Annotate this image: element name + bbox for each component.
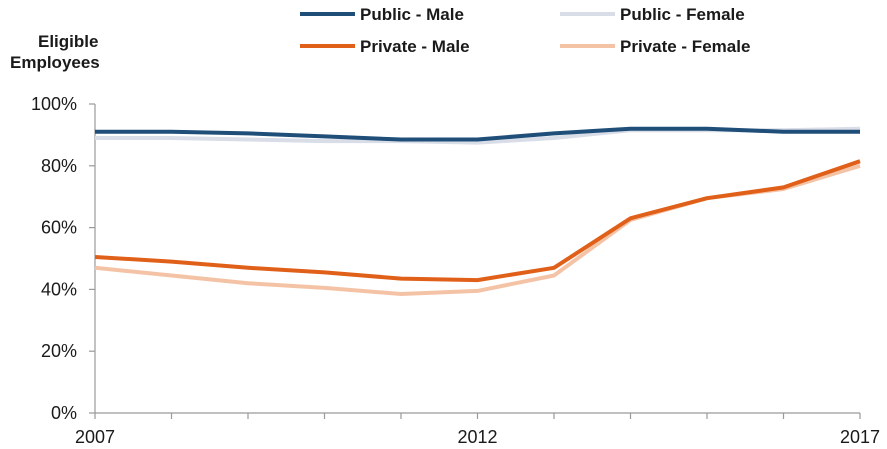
legend-item-public-male: Public - Male: [300, 5, 464, 24]
legend-label-private-female: Private - Female: [620, 37, 750, 56]
legend-label-public-male: Public - Male: [360, 5, 464, 24]
legend-item-private-male: Private - Male: [300, 37, 470, 56]
y-tick-label: 20%: [41, 341, 77, 361]
axes: 0% 20% 40% 60% 80% 100% 2007 2012 2017: [31, 94, 880, 447]
y-tick-label: 40%: [41, 279, 77, 299]
y-axis-title-line-1: Eligible: [38, 32, 98, 51]
legend-label-public-female: Public - Female: [620, 5, 745, 24]
series-line-public-male: [95, 126, 860, 142]
y-tick-label: 60%: [41, 218, 77, 238]
x-tick-label: 2012: [457, 427, 497, 447]
x-tick-label: 2017: [840, 427, 880, 447]
y-tick-label: 0%: [51, 403, 77, 423]
legend: Public - Male Public - Female Private - …: [300, 5, 750, 56]
series-line-private-female: [94, 163, 861, 296]
y-axis-title: Eligible Employees: [10, 32, 103, 72]
series-line-private-male: [94, 159, 861, 283]
y-tick-label: 80%: [41, 156, 77, 176]
legend-item-private-female: Private - Female: [560, 37, 750, 56]
series-layer: [94, 126, 861, 296]
x-tick-label: 2007: [75, 427, 115, 447]
legend-label-private-male: Private - Male: [360, 37, 470, 56]
y-tick-label: 100%: [31, 94, 77, 114]
legend-item-public-female: Public - Female: [560, 5, 745, 24]
y-axis-title-line-2: Employees: [10, 53, 100, 72]
